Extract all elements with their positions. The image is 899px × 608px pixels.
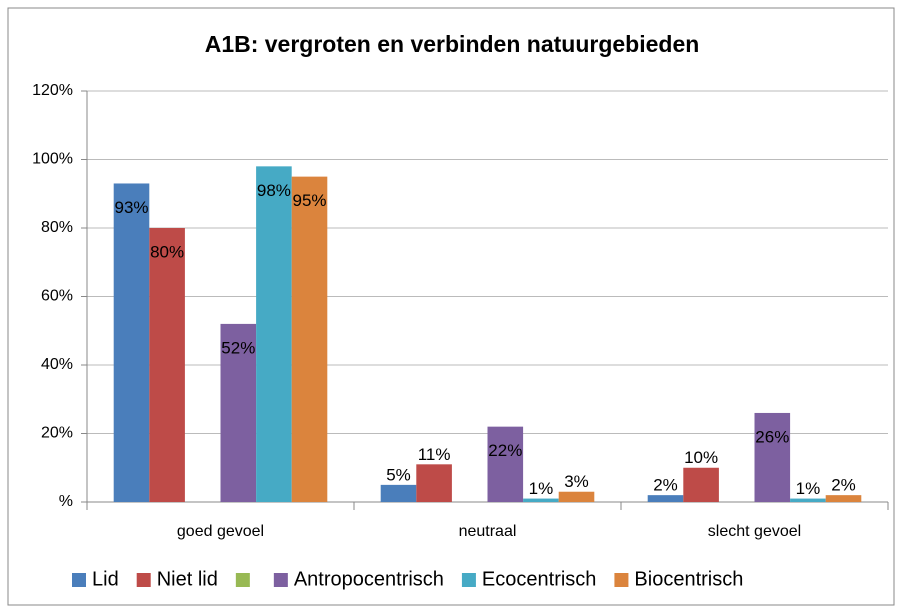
legend-swatch bbox=[72, 573, 86, 587]
data-label: 5% bbox=[386, 465, 411, 484]
bar bbox=[149, 228, 185, 502]
bar bbox=[523, 498, 559, 502]
data-label: 10% bbox=[684, 448, 718, 467]
bar bbox=[256, 166, 292, 502]
bar bbox=[291, 176, 328, 502]
y-tick-label: 120% bbox=[32, 82, 73, 99]
data-label: 2% bbox=[831, 476, 856, 495]
x-tick-label: neutraal bbox=[459, 523, 517, 540]
legend-swatch bbox=[273, 573, 288, 587]
y-tick-label: % bbox=[59, 493, 73, 510]
legend-label: Biocentrisch bbox=[634, 568, 743, 590]
data-label: 52% bbox=[221, 338, 255, 357]
data-label: 93% bbox=[114, 198, 148, 217]
bar bbox=[558, 491, 595, 502]
data-label: 1% bbox=[529, 479, 554, 498]
bar bbox=[487, 426, 524, 502]
bar bbox=[790, 498, 826, 502]
bar bbox=[220, 323, 257, 502]
y-tick-label: 60% bbox=[41, 288, 73, 305]
bar bbox=[825, 495, 862, 502]
bar bbox=[683, 467, 719, 502]
y-tick-label: 80% bbox=[41, 219, 73, 236]
data-label: 22% bbox=[488, 441, 522, 460]
bar bbox=[113, 183, 150, 502]
data-label: 95% bbox=[292, 191, 326, 210]
data-label: 3% bbox=[564, 472, 589, 491]
data-label: 2% bbox=[653, 476, 678, 495]
legend-label: Antropocentrisch bbox=[294, 568, 444, 590]
data-label: 98% bbox=[257, 181, 291, 200]
legend-label: Niet lid bbox=[157, 568, 218, 590]
chart-title: A1B: vergroten en verbinden natuurgebied… bbox=[205, 31, 700, 57]
y-tick-label: 40% bbox=[41, 356, 73, 373]
legend-label: Ecocentrisch bbox=[482, 568, 597, 590]
data-label: 11% bbox=[418, 445, 451, 464]
data-label: 80% bbox=[150, 242, 184, 261]
legend-swatch bbox=[235, 573, 250, 587]
legend-label: Lid bbox=[92, 568, 119, 590]
bar bbox=[380, 484, 417, 502]
bar bbox=[647, 495, 684, 502]
bar bbox=[416, 464, 452, 502]
x-tick-label: goed gevoel bbox=[177, 523, 264, 540]
legend-swatch bbox=[461, 573, 476, 587]
data-label: 1% bbox=[796, 479, 821, 498]
legend-swatch bbox=[136, 573, 151, 587]
bar bbox=[754, 412, 791, 502]
legend-swatch bbox=[614, 573, 629, 587]
x-tick-label: slecht gevoel bbox=[708, 523, 801, 540]
y-tick-label: 20% bbox=[41, 425, 73, 442]
data-label: 26% bbox=[755, 427, 789, 446]
y-tick-label: 100% bbox=[32, 151, 73, 168]
